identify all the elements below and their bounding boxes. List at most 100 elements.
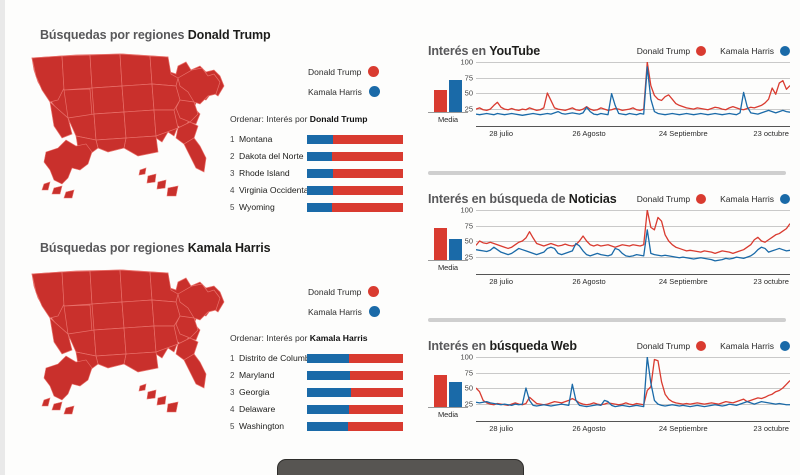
media-label: Media <box>438 263 458 272</box>
ranking-header-harris[interactable]: Ordenar: Interés por Kamala Harris <box>230 333 368 343</box>
rank-share-bar <box>307 134 403 144</box>
legend-dot-trump-icon-yt <box>696 46 707 56</box>
y-axis-tick-label: 50 <box>464 88 473 98</box>
rank-share-bar-harris <box>307 370 351 380</box>
us-map-svg-trump <box>31 53 225 199</box>
chart-body-noticias: Media 25 50 75 100 28 julio 26 Agosto 24 Septie… <box>428 206 790 288</box>
map-block-trump: Búsquedas por regiones Donald Trump <box>40 28 271 42</box>
media-bars-group <box>428 78 468 112</box>
gridline <box>476 210 790 211</box>
line-series-svg <box>476 357 790 419</box>
map-block-harris: Búsquedas por regiones Kamala Harris <box>40 241 271 255</box>
legend-label-harris: Kamala Harris <box>308 86 362 97</box>
divider-1 <box>428 171 786 175</box>
legend-dot-trump-icon <box>368 66 380 77</box>
legend-row-harris-wb: Kamala Harris <box>720 341 790 351</box>
chart-title-noticias: Interés en búsqueda de Noticias <box>428 192 617 206</box>
table-row: 2 Maryland <box>230 367 410 383</box>
x-axis-tick-label: 23 octubre <box>753 277 789 286</box>
legend-harris-map: Donald Trump Kamala Harris <box>308 286 380 317</box>
series-line-trump <box>476 62 790 110</box>
legend-row-trump-2: Donald Trump <box>308 286 380 297</box>
chart-legend-youtube: Donald Trump Kamala Harris <box>637 46 790 56</box>
x-axis: 28 julio 26 Agosto 24 Septiembre 23 octubre <box>476 126 790 140</box>
gridline <box>476 388 790 389</box>
rank-share-bar-harris <box>307 202 332 212</box>
legend-row-harris-nt: Kamala Harris <box>720 194 790 204</box>
x-axis-tick-label: 24 Septiembre <box>658 277 708 286</box>
x-axis: 28 julio 26 Agosto 24 Septiembre 23 octubre <box>476 274 790 288</box>
gridline <box>476 357 790 358</box>
y-axis-tick-label: 75 <box>464 368 473 377</box>
rank-share-bar <box>307 404 403 414</box>
legend-label-harris-wb: Kamala Harris <box>720 341 774 351</box>
rank-share-bar-harris <box>307 387 352 397</box>
legend-label-trump-yt: Donald Trump <box>636 46 691 56</box>
x-axis: 28 julio 26 Agosto 24 Septiembre 23 octubre <box>476 421 790 435</box>
ranking-rows-harris: 1 Distrito de Columbia 2 Maryland 3 Georgia 4 D… <box>230 350 410 434</box>
legend-dot-harris-icon-2 <box>368 306 380 317</box>
rank-region-name: Wyoming <box>239 202 275 212</box>
media-bar-harris <box>449 382 462 407</box>
legend-label-harris-2: Kamala Harris <box>308 306 362 317</box>
x-axis-tick-label: 28 julio <box>489 129 513 138</box>
rank-region-name: Virginia Occidental <box>239 185 311 195</box>
x-axis-tick-label: 24 Septiembre <box>658 129 708 138</box>
table-row: 1 Distrito de Columbia <box>230 350 410 366</box>
media-bars-group <box>428 226 468 260</box>
media-average-bars: Media <box>428 78 468 124</box>
legend-dot-harris-icon-yt <box>780 46 790 56</box>
y-axis-tick-label: 50 <box>464 383 473 393</box>
x-axis-tick-label: 23 octubre <box>753 424 789 433</box>
legend-dot-harris-icon-wb <box>780 341 790 351</box>
ranking-list-trump: Ordenar: Interés por Donald Trump 1 Monta… <box>230 114 410 216</box>
x-axis-tick-label: 26 Agosto <box>572 277 606 286</box>
rank-share-bar <box>307 185 403 195</box>
y-axis-tick-label: 25 <box>464 252 473 261</box>
plot-area: 25 50 75 100 <box>460 353 790 419</box>
gridline <box>476 93 790 94</box>
media-label: Media <box>438 115 458 124</box>
ranking-header-trump[interactable]: Ordenar: Interés por Donald Trump <box>230 114 368 124</box>
y-axis-tick-label: 50 <box>464 236 473 246</box>
legend-label-harris-yt: Kamala Harris <box>720 46 774 56</box>
legend-label-harris-nt: Kamala Harris <box>720 194 774 204</box>
rank-region-name: Georgia <box>239 387 270 397</box>
legend-row-trump: Donald Trump <box>308 66 380 77</box>
rank-region-name: Distrito de Columbia <box>239 353 317 363</box>
legend-row-trump-nt: Donald Trump <box>637 194 707 204</box>
gridline <box>476 241 790 242</box>
legend-row-trump-yt: Donald Trump <box>636 46 707 56</box>
gridline <box>476 256 790 258</box>
x-axis-tick-label: 28 julio <box>489 424 513 433</box>
rank-share-bar <box>307 168 403 178</box>
table-row: 3 Rhode Island <box>230 165 410 181</box>
rank-region-name: Montana <box>239 134 273 144</box>
table-row: 1 Montana <box>230 131 410 147</box>
media-baseline <box>428 112 468 113</box>
legend-row-harris-yt: Kamala Harris <box>720 46 790 56</box>
legend-dot-trump-icon-nt <box>696 194 707 204</box>
media-bar-trump <box>434 89 447 112</box>
y-axis-tick-label: 75 <box>464 221 473 230</box>
gridline <box>476 225 790 227</box>
rank-number: 1 <box>230 353 235 363</box>
x-axis-tick-label: 26 Agosto <box>572 424 606 433</box>
rank-share-bar <box>307 151 403 161</box>
legend-dot-harris-icon-nt <box>780 194 790 204</box>
legend-label-trump-2: Donald Trump <box>308 286 362 297</box>
rank-number: 5 <box>230 421 235 431</box>
legend-label-trump-wb: Donald Trump <box>636 341 691 351</box>
rank-share-bar <box>307 387 403 397</box>
bottom-dock-bar[interactable] <box>277 459 524 475</box>
series-line-trump <box>476 359 790 405</box>
rank-share-bar <box>307 353 403 363</box>
rank-share-bar <box>307 421 403 431</box>
chart-head-noticias: Interés en búsqueda de Noticias Donald T… <box>428 192 790 206</box>
media-baseline <box>428 260 468 261</box>
chart-legend-noticias: Donald Trump Kamala Harris <box>637 194 790 204</box>
media-bar-harris <box>449 80 462 112</box>
rank-share-bar-harris <box>307 421 349 431</box>
rank-share-bar-harris <box>307 185 333 195</box>
media-bar-trump <box>434 375 447 407</box>
